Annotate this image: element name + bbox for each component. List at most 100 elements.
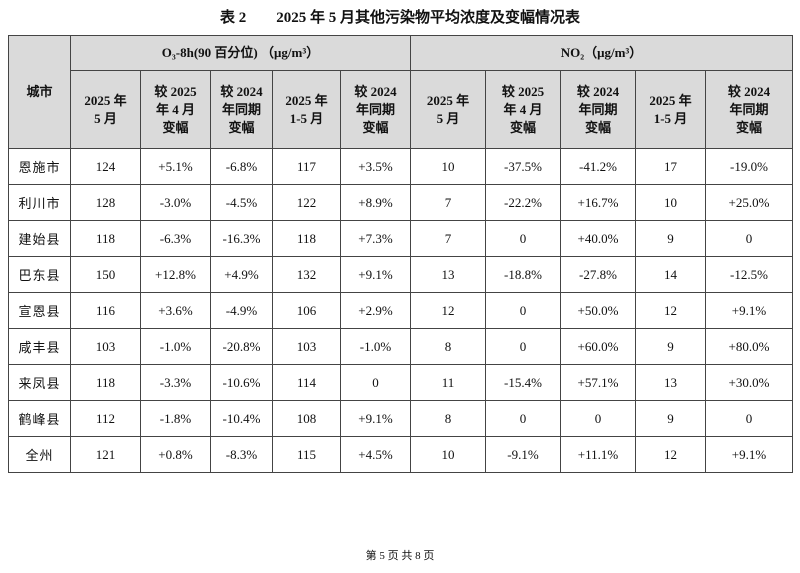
value-cell: 0	[560, 400, 636, 437]
value-cell: +57.1%	[560, 364, 636, 401]
value-cell: -18.8%	[485, 256, 561, 293]
value-cell: 106	[272, 292, 341, 329]
value-cell: 8	[410, 400, 486, 437]
value-cell: +7.3%	[340, 220, 411, 257]
value-cell: 118	[70, 220, 141, 257]
table-row: 巴东县 150 +12.8% +4.9% 132 +9.1% 13 -18.8% -27.8% 1…	[8, 256, 794, 293]
header-line: 年同期	[355, 101, 395, 117]
value-cell: -12.5%	[704, 256, 794, 293]
value-cell: 7	[410, 220, 486, 257]
value-cell: +16.7%	[560, 184, 636, 221]
header-cell: 较 2024 年同期变幅	[560, 70, 636, 149]
header-cell: 2025 年 1-5 月	[635, 70, 706, 149]
value-cell: -19.0%	[704, 148, 794, 185]
header-line: 年同期	[221, 101, 261, 117]
value-cell: 121	[70, 436, 141, 473]
value-cell: 9	[635, 400, 706, 437]
header-cell: 较 2025 年 4 月变幅	[485, 70, 561, 149]
value-cell: -9.1%	[485, 436, 561, 473]
city-cell: 鹤峰县	[8, 400, 71, 437]
header-cell: 2025 年 5 月	[70, 70, 141, 149]
value-cell: 0	[704, 220, 794, 257]
value-cell: +2.9%	[340, 292, 411, 329]
value-cell: 10	[410, 436, 486, 473]
header-cell: 较 2024 年同期变幅	[210, 70, 273, 149]
value-cell: -16.3%	[210, 220, 273, 257]
value-cell: 7	[410, 184, 486, 221]
value-cell: -1.0%	[140, 328, 211, 365]
value-cell: 128	[70, 184, 141, 221]
header-line: 较 2024	[727, 83, 771, 99]
header-line: 变幅	[584, 119, 611, 135]
value-cell: 12	[635, 292, 706, 329]
value-cell: 124	[70, 148, 141, 185]
header-line: 2025 年	[285, 92, 328, 108]
value-cell: 10	[635, 184, 706, 221]
value-cell: 13	[635, 364, 706, 401]
table-row: 鹤峰县 112 -1.8% -10.4% 108 +9.1% 8 0 0 9 0	[8, 400, 794, 437]
value-cell: -3.3%	[140, 364, 211, 401]
header-line: 2025 年	[649, 92, 692, 108]
value-cell: +5.1%	[140, 148, 211, 185]
value-cell: 10	[410, 148, 486, 185]
header-cell: 较 2025 年 4 月变幅	[140, 70, 211, 149]
value-cell: 8	[410, 328, 486, 365]
value-cell: 112	[70, 400, 141, 437]
value-cell: +4.9%	[210, 256, 273, 293]
city-cell: 恩施市	[8, 148, 71, 185]
table-title: 表 2 2025 年 5 月其他污染物平均浓度及变幅情况表	[219, 10, 580, 26]
value-cell: +25.0%	[704, 184, 794, 221]
value-cell: +11.1%	[560, 436, 636, 473]
value-cell: -1.8%	[140, 400, 211, 437]
header-line: 变幅	[509, 119, 536, 135]
value-cell: +4.5%	[340, 436, 411, 473]
value-cell: -41.2%	[560, 148, 636, 185]
value-cell: +9.1%	[340, 256, 411, 293]
table-body: 恩施市 124 +5.1% -6.8% 117 +3.5% 10 -37.5% -41.2% 17…	[8, 148, 794, 473]
value-cell: 103	[272, 328, 341, 365]
value-cell: -22.2%	[485, 184, 561, 221]
value-cell: 117	[272, 148, 341, 185]
value-cell: -10.4%	[210, 400, 273, 437]
value-cell: -27.8%	[560, 256, 636, 293]
city-cell: 利川市	[8, 184, 71, 221]
value-cell: +3.5%	[340, 148, 411, 185]
value-cell: 122	[272, 184, 341, 221]
header-line: 年同期	[729, 101, 769, 117]
city-cell: 全州	[8, 436, 71, 473]
table-row: 恩施市 124 +5.1% -6.8% 117 +3.5% 10 -37.5% -41.2% 17…	[8, 148, 794, 185]
header-line: 较 2025	[154, 83, 197, 99]
header-row: 2025 年 5 月 较 2025 年 4 月变幅 较 2024 年同期 变幅 2025 年 1…	[9, 70, 794, 149]
city-cell: 宣恩县	[8, 292, 71, 329]
value-cell: +12.8%	[140, 256, 211, 293]
header-row: 城市 O₃-8h(90 百分位) （μg/m³） NO₂（μg/m³）	[8, 35, 794, 149]
value-cell: -6.3%	[140, 220, 211, 257]
group-header: O₃-8h(90 百分位) （μg/m³）	[70, 35, 411, 71]
header-line: 年同期	[578, 101, 618, 117]
value-cell: 108	[272, 400, 341, 437]
value-cell: -6.8%	[210, 148, 273, 185]
value-cell: 118	[272, 220, 341, 257]
header-line: 较 2024	[220, 83, 263, 99]
header-line: 年 4 月	[503, 101, 543, 117]
value-cell: 114	[272, 364, 341, 401]
header-line: 2025 年	[84, 92, 127, 108]
value-cell: 17	[635, 148, 706, 185]
table-row: 全州 121 +0.8% -8.3% 115 +4.5% 10 -9.1% +11.1% 12 +9…	[8, 436, 794, 473]
header-line: 变幅	[362, 119, 389, 135]
value-cell: 14	[635, 256, 706, 293]
header-line: 变幅	[736, 119, 763, 135]
header-line: 变幅	[228, 119, 255, 135]
value-cell: -15.4%	[485, 364, 561, 401]
table-row: 来凤县 118 -3.3% -10.6% 114 0 11 -15.4% +57.1% 13 +30…	[8, 364, 794, 401]
table-row: 咸丰县 103 -1.0% -20.8% 103 -1.0% 8 0 +60.0% 9 +80.0%	[8, 328, 794, 365]
value-cell: +9.1%	[340, 400, 411, 437]
city-cell: 巴东县	[8, 256, 71, 293]
value-cell: -4.9%	[210, 292, 273, 329]
header-cell: 较 2024 年同期变幅	[704, 70, 794, 149]
value-cell: +60.0%	[560, 328, 636, 365]
group-header: NO₂（μg/m³）	[409, 35, 794, 71]
header-line: 较 2024	[576, 83, 620, 99]
